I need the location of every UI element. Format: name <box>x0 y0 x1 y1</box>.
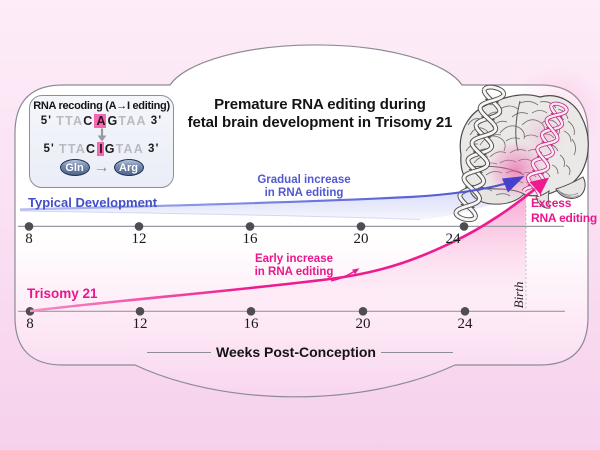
sequence-after-editing: 5' TTA C I G TAA 3' <box>39 142 163 156</box>
codon-arg-badge: Arg <box>113 159 144 176</box>
dna-top-cap-inner <box>482 85 506 95</box>
three-prime-label-2: 3' <box>148 143 160 155</box>
figure-title-line1: Premature RNA editing during <box>214 96 426 113</box>
typical-curve <box>19 182 507 211</box>
gradual-increase-annotation: Gradual increase in RNA editing <box>239 174 369 200</box>
typical-axis-dot-8 <box>24 222 34 231</box>
figure-title: Premature RNA editing during fetal brain… <box>155 96 485 132</box>
codon-gln-badge: Gln <box>59 159 90 176</box>
typical-arrowhead <box>502 176 525 193</box>
excess-rna-editing-annotation: Excess RNA editing <box>531 196 597 225</box>
seq-top-black-left: C <box>83 114 94 128</box>
typical-axis-dot-16 <box>245 222 255 231</box>
trisomy-tick-8: 8 <box>26 316 34 332</box>
cerebellum-folds <box>557 189 580 198</box>
typical-tick-16: 16 <box>242 231 258 247</box>
dna-bottom-cap-inner <box>454 212 477 222</box>
trisomy-axis <box>18 307 565 316</box>
x-axis-rule-right <box>381 351 453 353</box>
dna-helix-gray <box>453 84 507 223</box>
typical-tick-8: 8 <box>25 231 33 247</box>
typical-tick-20: 20 <box>353 231 369 247</box>
rna-top-cap-inner <box>550 102 568 111</box>
seq-top-highlight-a: A <box>94 114 107 128</box>
gradual-increase-line1: Gradual increase <box>257 174 351 186</box>
typical-tick-12: 12 <box>131 231 147 247</box>
trisomy-21-label: Trisomy 21 <box>27 286 98 301</box>
trisomy-axis-dot-20 <box>358 307 368 316</box>
x-axis-label: Weeks Post-Conception <box>216 344 376 360</box>
typical-axis-dot-12 <box>134 222 144 231</box>
trisomy-axis-dot-8 <box>25 307 35 316</box>
typical-axis-dot-20 <box>356 222 366 231</box>
trisomy-axis-dot-12 <box>135 307 145 316</box>
trisomy-axis-dot-16 <box>246 307 256 316</box>
editing-down-arrow-icon <box>97 128 106 142</box>
excess-line2: RNA editing <box>531 210 598 225</box>
seq-top-black-right: G <box>107 114 119 128</box>
inset-title: RNA recoding (A→I editing) <box>33 100 170 112</box>
seq-bottom-gray-left: TTA <box>58 142 86 156</box>
seq-top-gray-right: TAA <box>118 114 147 128</box>
trisomy-axis-dot-24 <box>460 307 470 316</box>
codon-arrow-icon: → <box>93 158 110 176</box>
trisomy-band-fill <box>30 196 526 336</box>
trisomy-tick-24: 24 <box>457 316 473 332</box>
codon-change-row: Gln → Arg <box>59 158 144 176</box>
five-prime-label: 5' <box>40 115 53 127</box>
sequence-before-editing: 5' TTA C A G TAA 3' <box>37 114 167 128</box>
seq-bottom-highlight-i: I <box>97 142 104 156</box>
seq-bottom-black-left: C <box>85 142 97 156</box>
early-increase-annotation: Early increase in RNA editing <box>229 253 359 279</box>
trisomy-tick-20: 20 <box>355 316 371 332</box>
gradual-increase-line2: in RNA editing <box>264 187 344 199</box>
typical-band-fill <box>20 183 508 220</box>
trisomy-tick-16: 16 <box>243 316 259 332</box>
typical-development-label: Typical Development <box>28 195 158 210</box>
rna-recoding-inset: RNA recoding (A→I editing) 5' TTA C A G … <box>29 95 174 188</box>
trisomy-arrowhead <box>529 177 549 195</box>
five-prime-label-2: 5' <box>43 143 55 155</box>
x-axis-label-row: Weeks Post-Conception <box>145 344 455 360</box>
seq-bottom-gray-right: TAA <box>115 142 144 156</box>
three-prime-label: 3' <box>150 115 163 127</box>
typical-tick-24: 24 <box>445 231 461 247</box>
trisomy-tick-12: 12 <box>132 316 148 332</box>
typical-axis-dot-24 <box>459 222 469 231</box>
x-axis-rule-left <box>147 351 211 353</box>
typical-band-bottom-edge <box>19 210 421 220</box>
early-increase-line2: in RNA editing <box>254 266 334 278</box>
figure-title-line2: fetal brain development in Trisomy 21 <box>187 114 453 131</box>
early-increase-line1: Early increase <box>254 253 333 265</box>
seq-bottom-black-right: G <box>104 142 116 156</box>
birth-label: Birth <box>511 281 526 309</box>
brain-stem <box>535 189 551 209</box>
seq-top-gray-left: TTA <box>56 114 84 128</box>
trisomy-curve <box>29 187 536 313</box>
excess-line1: Excess <box>531 196 572 210</box>
typical-axis <box>18 222 564 231</box>
early-increase-arrow <box>330 268 360 282</box>
